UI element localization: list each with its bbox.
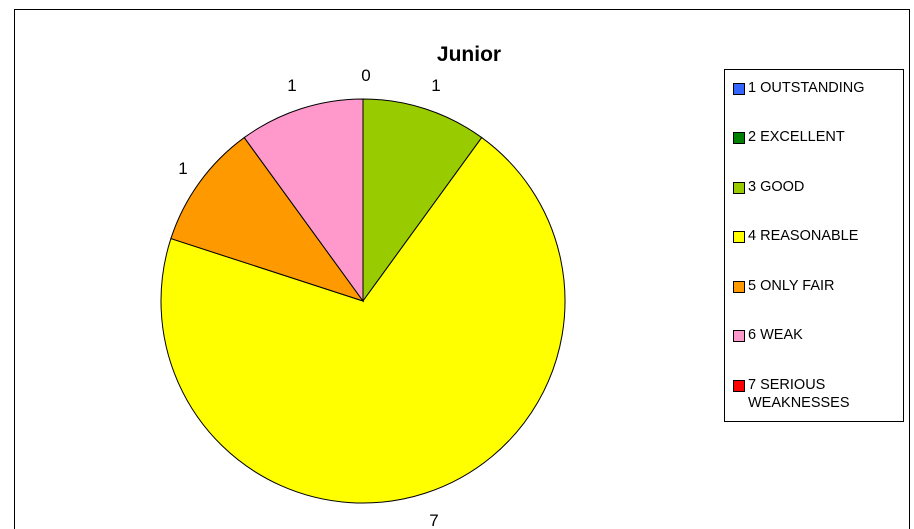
legend-label-2-excellent: 2 EXCELLENT xyxy=(748,129,845,145)
legend-item-6-weak: 6 WEAK xyxy=(733,326,803,344)
chart-frame xyxy=(14,9,910,529)
pie-slice-5-only-fair xyxy=(170,136,365,302)
legend-swatch-1-outstanding xyxy=(733,83,745,95)
legend-label-6-weak: 6 WEAK xyxy=(748,327,803,343)
pie-slice-3-good xyxy=(362,98,483,303)
legend-label-3-good: 3 GOOD xyxy=(748,179,805,195)
legend-swatch-2-excellent xyxy=(733,132,745,144)
data-label-4-reasonable: 7 xyxy=(429,511,438,529)
legend-swatch-7-serious-weaknesses xyxy=(733,380,745,392)
legend-swatch-6-weak xyxy=(733,330,745,342)
legend-label-4-reasonable: 4 REASONABLE xyxy=(748,228,859,244)
legend: 1 OUTSTANDING 2 EXCELLENT 3 GOOD 4 REASONAB… xyxy=(724,69,904,422)
legend-item-4-reasonable: 4 REASONABLE xyxy=(733,227,858,245)
data-label-1-outstanding: 0 xyxy=(361,66,370,85)
pie-slice-4-reasonable xyxy=(160,136,566,504)
data-label-5-only-fair: 1 xyxy=(178,159,187,178)
legend-label-1-outstanding: 1 OUTSTANDING xyxy=(748,80,865,96)
pie-slices xyxy=(160,98,566,504)
data-label-3-good: 1 xyxy=(431,76,440,95)
data-label-6-weak: 1 xyxy=(287,76,296,95)
pie-slice-6-weak xyxy=(243,98,364,303)
chart-title: Junior xyxy=(437,43,501,66)
legend-item-7-serious-weaknesses: 7 SERIOUS WEAKNESSES xyxy=(733,376,850,412)
legend-item-2-excellent: 2 EXCELLENT xyxy=(733,128,845,146)
legend-item-3-good: 3 GOOD xyxy=(733,178,804,196)
legend-label-5-only-fair: 5 ONLY FAIR xyxy=(748,278,835,294)
legend-item-5-only-fair: 5 ONLY FAIR xyxy=(733,277,835,295)
legend-swatch-4-reasonable xyxy=(733,231,745,243)
legend-swatch-3-good xyxy=(733,182,745,194)
legend-swatch-5-only-fair xyxy=(733,281,745,293)
data-labels: 0 1 7 1 1 xyxy=(178,66,440,529)
legend-item-1-outstanding: 1 OUTSTANDING xyxy=(733,79,865,97)
legend-label-7-serious-weaknesses: 7 SERIOUS WEAKNESSES xyxy=(748,377,850,411)
